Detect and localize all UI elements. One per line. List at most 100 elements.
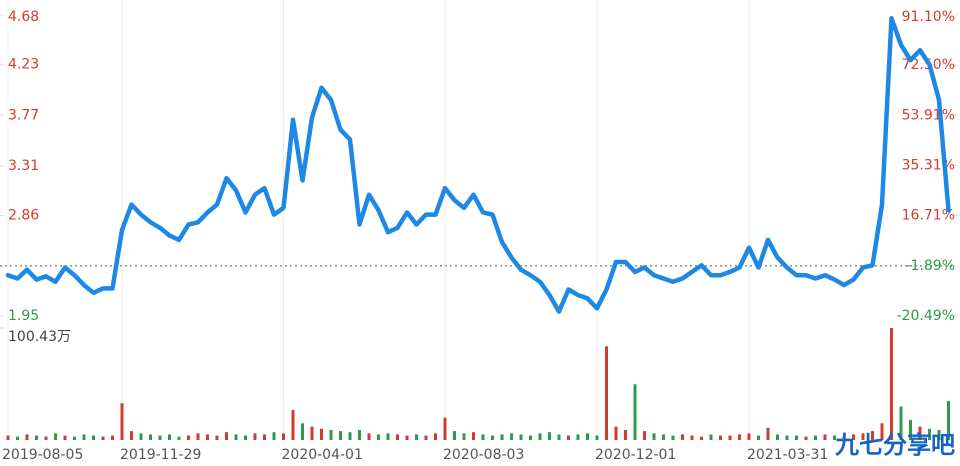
volume-bar [814, 435, 817, 440]
volume-bar [557, 434, 561, 440]
price-line [5, 16, 951, 314]
volume-bar [462, 433, 466, 440]
volume-bar [63, 435, 67, 440]
volume-bar [415, 434, 418, 440]
volume-bar [586, 433, 589, 440]
x-tick-label: 2020-08-03 [443, 447, 524, 463]
volume-bar [757, 435, 760, 440]
volume-bar [149, 434, 152, 440]
volume-bar [92, 435, 95, 440]
x-tick-label: 2021-03-31 [747, 447, 828, 463]
volume-bar [272, 432, 276, 440]
volume-bar [111, 435, 114, 440]
volume-bar [244, 435, 247, 440]
volume-bar [643, 431, 646, 440]
y-tick-label: 1.95 [8, 308, 39, 324]
volume-bar [890, 328, 893, 440]
volume-bar [700, 436, 703, 440]
volume-bar [120, 403, 124, 440]
volume-bar [605, 346, 608, 440]
y-tick-label: 2.86 [8, 208, 39, 224]
volume-bar [823, 434, 827, 440]
volume-bar [101, 436, 105, 440]
volume-bar [909, 419, 912, 440]
volume-bar [177, 436, 181, 440]
volume-bar [16, 436, 19, 440]
volume-bar [500, 434, 504, 440]
volume-bar [168, 434, 171, 440]
y2-tick-label: 35.31% [902, 157, 955, 173]
volume-bar [358, 429, 361, 440]
volume-bar [339, 431, 342, 440]
volume-bar [529, 435, 532, 440]
volume-bar [766, 427, 770, 440]
volume-bar [367, 433, 371, 440]
volume-bar [918, 426, 922, 440]
volume-bar [842, 436, 846, 440]
volume-bar [139, 433, 143, 440]
volume-bar [861, 433, 865, 440]
volume-bar [73, 436, 76, 440]
x-tick-label: 2020-12-01 [595, 447, 676, 463]
volume-bar [386, 433, 390, 440]
volume-bar [576, 434, 580, 440]
volume-bar [187, 435, 190, 440]
volume-bar [215, 435, 219, 440]
volume-bar [928, 428, 931, 440]
volume-tick-label: 100.43万 [8, 329, 71, 345]
volume-bar [253, 433, 257, 440]
volume-bar [662, 434, 665, 440]
volume-bar [880, 423, 884, 440]
y2-tick-label: 91.10% [902, 9, 955, 25]
x-tick-label: 2019-11-29 [120, 447, 201, 463]
volume-bar [396, 434, 399, 440]
volume-bar [719, 435, 722, 440]
volume-bar [481, 434, 485, 440]
volume-bar [320, 428, 323, 440]
volume-bar [405, 435, 409, 440]
volume-bar [424, 435, 428, 440]
volume-bar [301, 423, 304, 440]
volume-bar [225, 432, 228, 440]
volume-bar [833, 435, 836, 440]
volume-bar [785, 435, 789, 440]
volume-bar [263, 434, 266, 440]
volume-bar [44, 436, 48, 440]
volume-bar [35, 435, 38, 440]
x-tick-label: 2019-08-05 [2, 447, 83, 463]
volume-bar [491, 435, 494, 440]
y2-tick-label: 53.91% [902, 107, 955, 123]
x-tick-label: 2020-04-01 [282, 447, 363, 463]
volume-bar [538, 433, 542, 440]
y-tick-label: 4.23 [8, 57, 39, 73]
volume-bar [709, 434, 713, 440]
volume-bar [196, 433, 200, 440]
volume-bar [82, 434, 86, 440]
volume-bar [377, 434, 380, 440]
volume-bar [472, 432, 475, 440]
y2-tick-label: 16.71% [902, 208, 955, 224]
volume-bar [548, 432, 551, 440]
volume-bar [25, 434, 29, 440]
volume-bar [453, 431, 456, 440]
volume-bar [567, 435, 570, 440]
volume-bar [595, 435, 599, 440]
volume-bar [947, 400, 950, 440]
volume-bar [671, 435, 675, 440]
y-tick-label: 3.31 [8, 158, 39, 174]
watermark: 九七分享吧 [834, 431, 955, 459]
volume-bar [681, 434, 684, 440]
volume-bar [690, 435, 694, 440]
volume-bar [624, 429, 627, 440]
volume-bar [291, 409, 295, 440]
volume-bar [776, 434, 779, 440]
volume-bar [614, 426, 618, 440]
volume-bar [54, 433, 57, 440]
volume-bar [234, 434, 238, 440]
volume-bar [443, 417, 447, 440]
volume-bar [519, 434, 523, 440]
volume-bar [899, 406, 903, 440]
y-tick-label: 3.77 [8, 107, 39, 123]
volume-bar [434, 433, 437, 440]
volume-bar [795, 435, 798, 440]
